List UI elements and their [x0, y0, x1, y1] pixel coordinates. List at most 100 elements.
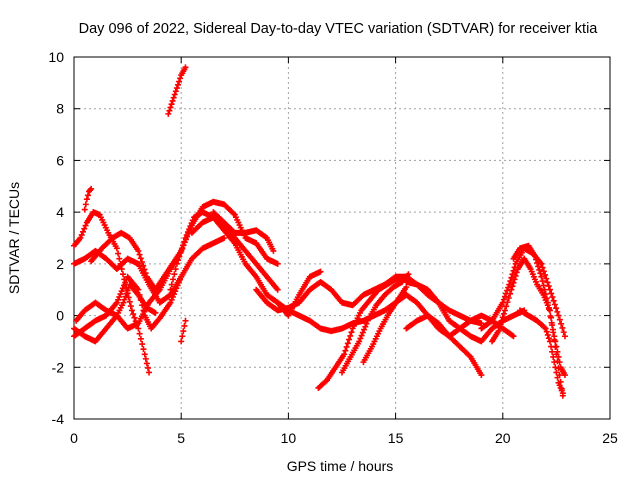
data-point-marker [131, 314, 138, 321]
data-point-marker [170, 276, 177, 283]
data-point-marker [548, 314, 555, 321]
data-point-marker [550, 329, 557, 336]
data-point-marker [180, 328, 187, 335]
x-tick-label: 10 [281, 430, 297, 446]
data-point-marker [539, 264, 546, 271]
data-point-marker [175, 257, 182, 264]
data-point-marker [405, 271, 412, 278]
series-q [360, 284, 410, 366]
series-a [71, 209, 153, 376]
data-point-marker [403, 284, 410, 291]
data-point-marker [555, 312, 562, 319]
data-point-marker [176, 78, 183, 85]
data-point-marker [546, 338, 553, 345]
data-point-marker [119, 285, 126, 292]
data-point-marker [505, 284, 512, 291]
data-point-marker [116, 255, 123, 262]
data-point-marker [544, 279, 551, 286]
data-point-marker [169, 97, 176, 104]
data-point-marker [548, 290, 555, 297]
data-point-marker [359, 329, 366, 336]
data-point-marker [166, 107, 173, 114]
data-point-marker [270, 247, 277, 254]
data-point-marker [357, 335, 364, 342]
data-point-marker [171, 271, 178, 278]
data-point-marker [116, 293, 123, 300]
data-point-marker [135, 247, 142, 254]
y-tick-label: 8 [56, 101, 64, 117]
data-point-marker [539, 278, 546, 285]
data-point-marker [549, 348, 556, 355]
data-point-marker [546, 286, 553, 293]
data-point-marker [137, 255, 144, 262]
data-point-marker [182, 317, 189, 324]
data-point-marker [84, 192, 91, 199]
data-point-marker [121, 282, 128, 289]
data-point-marker [544, 331, 551, 338]
x-axis-label: GPS time / hours [287, 458, 394, 474]
data-point-marker [507, 278, 514, 285]
data-point-marker [541, 286, 548, 293]
data-point-marker [140, 346, 147, 353]
series-n [274, 268, 324, 319]
data-point-marker [549, 322, 556, 329]
data-point-marker [496, 324, 503, 331]
data-point-marker [545, 335, 552, 342]
data-point-marker [495, 328, 502, 335]
y-tick-label: 4 [56, 204, 64, 220]
data-point-marker [556, 316, 563, 323]
data-point-marker [342, 347, 349, 354]
data-point-marker [538, 260, 545, 267]
data-point-marker [531, 253, 538, 260]
y-tick-label: 0 [56, 308, 64, 324]
data-point-marker [509, 283, 516, 290]
data-point-marker [174, 282, 181, 289]
data-point-marker [178, 338, 185, 345]
y-tick-label: 2 [56, 256, 64, 272]
data-point-marker [507, 290, 514, 297]
data-point-marker [128, 307, 135, 314]
data-point-marker [113, 245, 120, 252]
data-point-marker [546, 307, 553, 314]
data-point-marker [478, 372, 485, 379]
data-point-marker [172, 266, 179, 273]
data-point-marker [115, 250, 122, 257]
data-point-marker [126, 298, 133, 305]
data-point-marker [177, 276, 184, 283]
data-point-marker [113, 299, 120, 306]
data-point-marker [551, 301, 558, 308]
data-point-marker [115, 296, 122, 303]
data-point-marker [545, 283, 552, 290]
data-point-marker [180, 242, 187, 249]
data-point-marker [80, 228, 87, 235]
data-point-marker [513, 269, 520, 276]
data-point-marker [81, 206, 88, 213]
data-point-marker [561, 372, 568, 379]
data-point-marker [141, 351, 148, 358]
data-point-marker [122, 279, 129, 286]
data-point-marker [177, 75, 184, 82]
data-point-marker [171, 291, 178, 298]
x-tick-label: 15 [388, 430, 404, 446]
data-point-marker [142, 355, 149, 362]
data-point-marker [125, 294, 132, 301]
data-point-marker [550, 353, 557, 360]
series-w [489, 255, 566, 399]
data-point-marker [173, 285, 180, 292]
data-point-marker [181, 322, 188, 329]
data-point-marker [121, 296, 128, 303]
data-point-marker [504, 287, 511, 294]
data-point-marker [118, 288, 125, 295]
data-point-marker [553, 369, 560, 376]
data-point-marker [77, 235, 84, 241]
data-point-marker [120, 299, 127, 306]
data-point-marker [542, 325, 549, 332]
data-point-marker [177, 249, 184, 256]
data-point-marker [341, 351, 348, 358]
y-tick-label: 10 [48, 49, 64, 65]
x-tick-label: 0 [70, 430, 78, 446]
data-point-marker [169, 293, 176, 300]
data-point-marker [78, 231, 85, 238]
data-point-marker [558, 320, 565, 327]
data-point-marker [543, 328, 550, 335]
